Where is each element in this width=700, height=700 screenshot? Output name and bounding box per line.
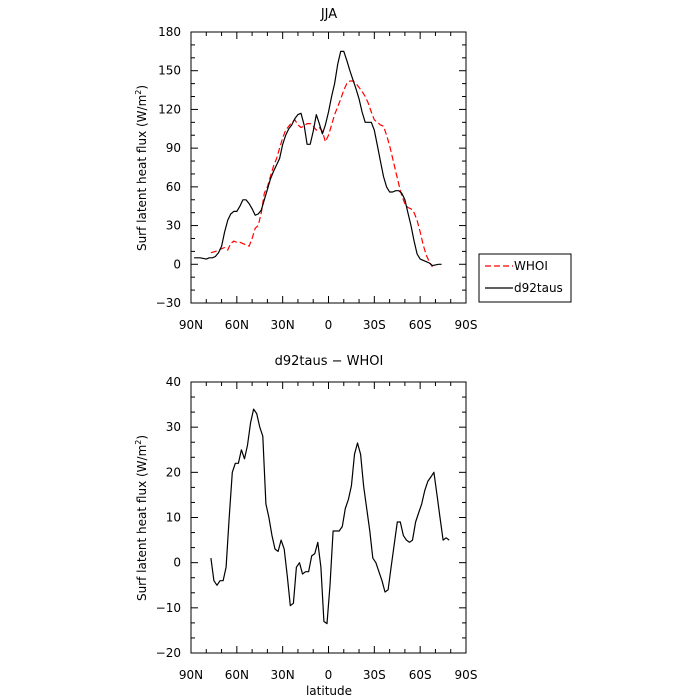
legend-whoi-label: WHOI	[514, 259, 548, 273]
bottom-y-axis-label-text: Surf latent heat flux (W/m	[135, 445, 149, 601]
top-series-line-d92taus	[194, 50, 442, 267]
top-y-tick-label: 150	[158, 64, 181, 78]
bottom-y-tick-label: 0	[173, 556, 181, 570]
bottom-x-tick-label: 30S	[363, 668, 386, 682]
top-x-tick-label: 30N	[271, 318, 295, 332]
top-x-tick-label: 60N	[225, 318, 249, 332]
bottom-y-tick-label: 20	[166, 465, 181, 479]
bottom-y-tick-label: −20	[156, 646, 181, 660]
legend-d92taus-label: d92taus	[514, 281, 563, 295]
top-y-axis-label-close: )	[135, 85, 149, 90]
top-y-tick-label: 120	[158, 102, 181, 116]
top-ticks-group: −30 0 30 60 90 120 150 180 90N 60N 30N 0 30S 60S 90S	[156, 25, 478, 332]
bottom-x-tick-label: 90N	[179, 668, 203, 682]
bottom-chart-title: d92taus − WHOI	[275, 354, 384, 369]
bottom-series-group	[210, 408, 450, 625]
bottom-series-line-difference	[210, 408, 450, 625]
legend: WHOI d92taus	[478, 253, 572, 303]
top-y-axis-label-text: Surf latent heat flux (W/m	[135, 95, 149, 251]
top-series-line-whoi	[210, 80, 433, 268]
bottom-y-axis-label-close: )	[135, 435, 149, 440]
bottom-y-tick-label: 30	[166, 420, 181, 434]
bottom-x-tick-label: 90S	[455, 668, 478, 682]
bottom-y-axis-label: Surf latent heat flux (W/m2)	[134, 435, 149, 601]
top-plot-frame	[190, 31, 467, 304]
bottom-x-tick-label: 0	[325, 668, 333, 682]
bottom-x-tick-label: 60S	[409, 668, 432, 682]
legend-box	[478, 253, 572, 303]
bottom-x-tick-label: 30N	[271, 668, 295, 682]
top-y-tick-label: 0	[173, 257, 181, 271]
bottom-panel-difference: d92taus − WHOI −20 −10 0 10 20 30 40 90N 60N 30N 0…	[134, 354, 477, 698]
top-y-tick-label: 180	[158, 25, 181, 39]
top-y-tick-label: 60	[166, 180, 181, 194]
top-x-tick-label: 30S	[363, 318, 386, 332]
top-x-tick-label: 60S	[409, 318, 432, 332]
top-y-tick-label: −30	[156, 296, 181, 310]
top-y-tick-label: 90	[166, 141, 181, 155]
bottom-x-axis-label: latitude	[306, 684, 352, 698]
bottom-y-tick-label: 40	[166, 375, 181, 389]
bottom-x-tick-label: 60N	[225, 668, 249, 682]
top-x-tick-label: 0	[325, 318, 333, 332]
top-y-axis-label-sup: 2	[134, 90, 143, 95]
top-x-tick-label: 90S	[455, 318, 478, 332]
top-x-tick-label: 90N	[179, 318, 203, 332]
top-y-axis-label: Surf latent heat flux (W/m2)	[134, 85, 149, 251]
bottom-y-tick-label: −10	[156, 601, 181, 615]
bottom-y-axis-label-sup: 2	[134, 440, 143, 445]
top-series-group	[194, 50, 442, 268]
top-panel-jja: JJA −30 0 30 60 90 120 150 180 90N 60N 30N 0 30S 60S 9…	[134, 7, 477, 332]
bottom-plot-frame	[190, 381, 467, 654]
bottom-y-tick-label: 10	[166, 511, 181, 525]
top-y-tick-label: 30	[166, 219, 181, 233]
top-chart-title: JJA	[320, 7, 337, 22]
bottom-ticks-group: −20 −10 0 10 20 30 40 90N 60N 30N 0 30S 60S 90S	[156, 375, 478, 682]
